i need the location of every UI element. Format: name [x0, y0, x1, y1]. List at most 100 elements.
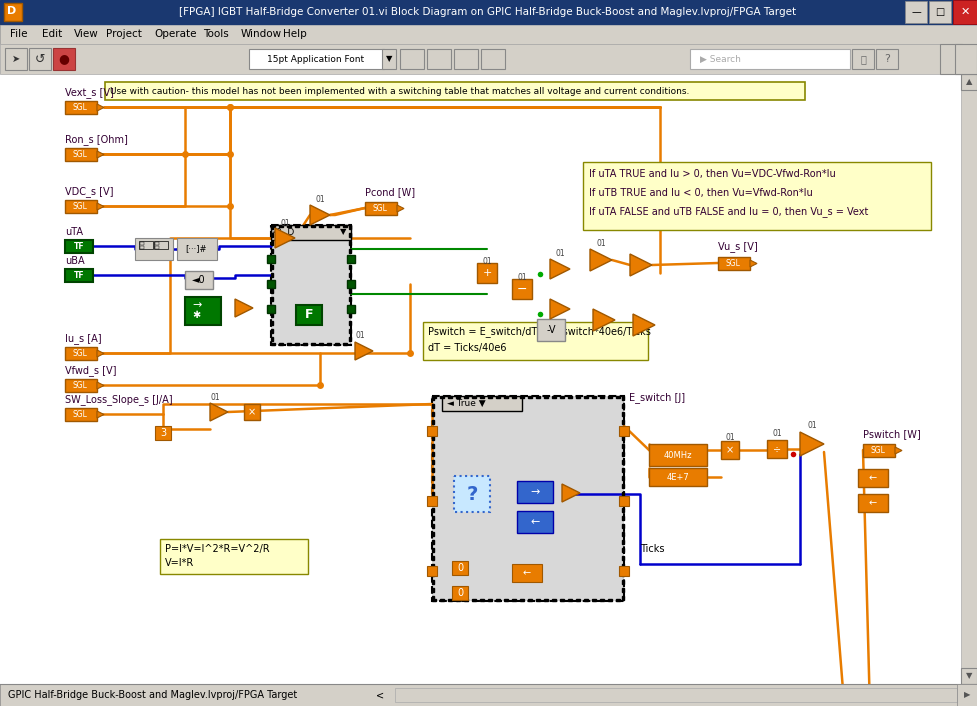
Text: 01: 01 — [807, 421, 817, 431]
Polygon shape — [397, 205, 404, 212]
Bar — [249, 49, 384, 69]
Bar — [454, 49, 478, 69]
Bar — [477, 263, 497, 283]
Bar — [65, 148, 97, 161]
Bar — [267, 305, 275, 313]
Bar — [432, 564, 434, 568]
Bar — [295, 343, 299, 345]
Bar — [349, 289, 351, 293]
Bar — [622, 532, 624, 536]
Text: 01: 01 — [596, 239, 606, 248]
Bar — [619, 426, 629, 436]
Text: ▼: ▼ — [965, 671, 972, 681]
Text: 15pt Application Font: 15pt Application Font — [268, 54, 364, 64]
Bar — [721, 441, 739, 459]
Text: Iu_s [A]: Iu_s [A] — [65, 333, 102, 345]
Polygon shape — [355, 342, 373, 360]
Bar — [279, 343, 283, 345]
Bar — [432, 420, 434, 424]
Bar — [319, 343, 323, 345]
Text: SW_Loss_Slope_s [J/A]: SW_Loss_Slope_s [J/A] — [65, 395, 173, 405]
Bar — [448, 599, 452, 601]
Bar — [432, 599, 436, 601]
Bar — [464, 599, 468, 601]
Bar — [65, 240, 93, 253]
Text: 01: 01 — [280, 218, 290, 227]
Bar — [432, 572, 434, 576]
Bar — [690, 49, 850, 69]
Bar — [584, 396, 588, 398]
Text: ▼: ▼ — [386, 54, 392, 64]
Bar — [552, 396, 556, 398]
Bar — [622, 572, 624, 576]
Text: Tools: Tools — [203, 29, 229, 39]
Bar — [600, 599, 604, 601]
Text: →: → — [531, 487, 539, 497]
Text: 01: 01 — [725, 433, 735, 443]
Bar — [472, 396, 476, 398]
Bar — [343, 343, 347, 345]
Bar — [185, 271, 213, 289]
Bar — [427, 49, 451, 69]
Bar — [568, 599, 572, 601]
Bar — [622, 436, 624, 440]
Bar — [287, 225, 291, 227]
Bar — [271, 225, 351, 240]
Text: If uTA TRUE and Iu > 0, then Vu=VDC-Vfwd-Ron*Iu: If uTA TRUE and Iu > 0, then Vu=VDC-Vfwd… — [589, 169, 835, 179]
Bar — [271, 343, 275, 345]
Bar — [520, 396, 524, 398]
Bar — [5, 48, 27, 70]
Bar — [154, 241, 168, 249]
Bar — [432, 556, 434, 560]
Bar — [576, 599, 580, 601]
Bar — [347, 255, 355, 263]
Bar — [271, 273, 273, 277]
Text: If uTA FALSE and uTB FALSE and Iu = 0, then Vu_s = Vext: If uTA FALSE and uTB FALSE and Iu = 0, t… — [589, 207, 869, 217]
Bar — [592, 599, 596, 601]
Bar — [622, 452, 624, 456]
Bar — [349, 233, 351, 237]
Polygon shape — [630, 254, 652, 276]
Bar — [454, 476, 490, 512]
Polygon shape — [275, 228, 295, 248]
Bar — [271, 257, 273, 261]
Text: Pcond [W]: Pcond [W] — [365, 187, 415, 197]
Bar — [349, 313, 351, 317]
Text: Vu_s [V]: Vu_s [V] — [718, 241, 758, 253]
Bar — [160, 539, 308, 574]
Text: uTA: uTA — [65, 227, 83, 237]
Polygon shape — [97, 203, 104, 210]
Bar — [432, 396, 434, 400]
Bar — [349, 225, 351, 229]
Bar — [442, 396, 522, 411]
Bar — [267, 280, 275, 288]
Bar — [622, 556, 624, 560]
Polygon shape — [97, 350, 104, 357]
Bar — [876, 49, 898, 69]
Bar — [271, 305, 273, 309]
Polygon shape — [800, 432, 824, 456]
Bar — [65, 408, 97, 421]
Text: SGL: SGL — [72, 202, 87, 211]
Bar — [295, 225, 299, 227]
Bar — [481, 49, 505, 69]
Bar — [432, 444, 434, 448]
Text: —: — — [912, 7, 921, 17]
Bar — [271, 297, 273, 301]
Bar — [649, 444, 707, 466]
Bar — [432, 452, 434, 456]
Bar — [622, 412, 624, 416]
Bar — [432, 500, 434, 504]
Bar — [349, 257, 351, 261]
Bar — [267, 255, 275, 263]
Bar — [0, 44, 977, 74]
Bar — [560, 599, 564, 601]
Bar — [432, 548, 434, 552]
Bar — [271, 281, 273, 285]
Text: ◄0: ◄0 — [192, 275, 206, 285]
Bar — [347, 280, 355, 288]
Bar — [303, 343, 307, 345]
Bar — [649, 468, 707, 486]
Text: 01: 01 — [555, 249, 565, 258]
Polygon shape — [750, 260, 757, 267]
